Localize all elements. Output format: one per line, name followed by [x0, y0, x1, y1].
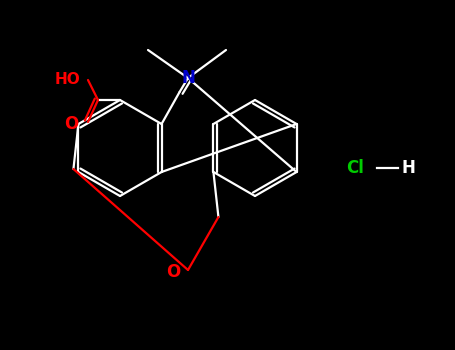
Text: H: H — [401, 159, 415, 177]
Text: Cl: Cl — [346, 159, 364, 177]
Text: O: O — [166, 263, 180, 281]
Text: O: O — [64, 115, 78, 133]
Text: N: N — [181, 69, 195, 87]
Text: HO: HO — [54, 72, 80, 88]
